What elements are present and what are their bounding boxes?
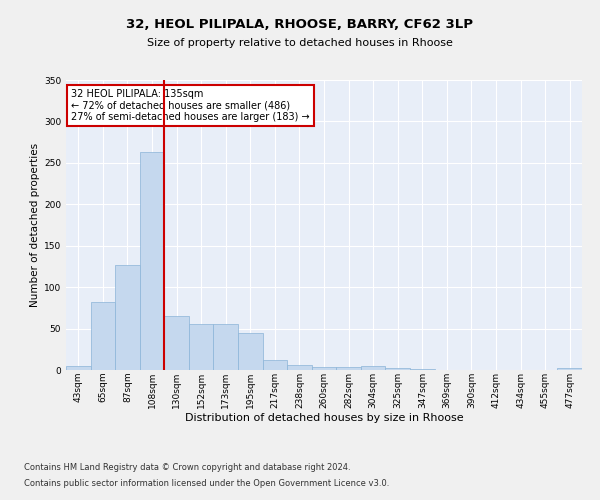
Bar xyxy=(91,302,115,370)
Bar xyxy=(140,152,164,370)
X-axis label: Distribution of detached houses by size in Rhoose: Distribution of detached houses by size … xyxy=(185,414,463,424)
Bar xyxy=(263,360,287,370)
Bar xyxy=(361,366,385,370)
Text: Contains HM Land Registry data © Crown copyright and database right 2024.: Contains HM Land Registry data © Crown c… xyxy=(24,464,350,472)
Bar xyxy=(238,332,263,370)
Bar xyxy=(385,368,410,370)
Text: Contains public sector information licensed under the Open Government Licence v3: Contains public sector information licen… xyxy=(24,478,389,488)
Bar xyxy=(287,365,312,370)
Bar xyxy=(557,368,582,370)
Text: 32, HEOL PILIPALA, RHOOSE, BARRY, CF62 3LP: 32, HEOL PILIPALA, RHOOSE, BARRY, CF62 3… xyxy=(127,18,473,30)
Bar xyxy=(214,324,238,370)
Text: Size of property relative to detached houses in Rhoose: Size of property relative to detached ho… xyxy=(147,38,453,48)
Bar xyxy=(336,366,361,370)
Bar xyxy=(66,366,91,370)
Bar xyxy=(410,369,434,370)
Bar xyxy=(115,265,140,370)
Bar xyxy=(164,316,189,370)
Text: 32 HEOL PILIPALA: 135sqm
← 72% of detached houses are smaller (486)
27% of semi-: 32 HEOL PILIPALA: 135sqm ← 72% of detach… xyxy=(71,88,310,122)
Bar xyxy=(312,366,336,370)
Y-axis label: Number of detached properties: Number of detached properties xyxy=(30,143,40,307)
Bar xyxy=(189,324,214,370)
